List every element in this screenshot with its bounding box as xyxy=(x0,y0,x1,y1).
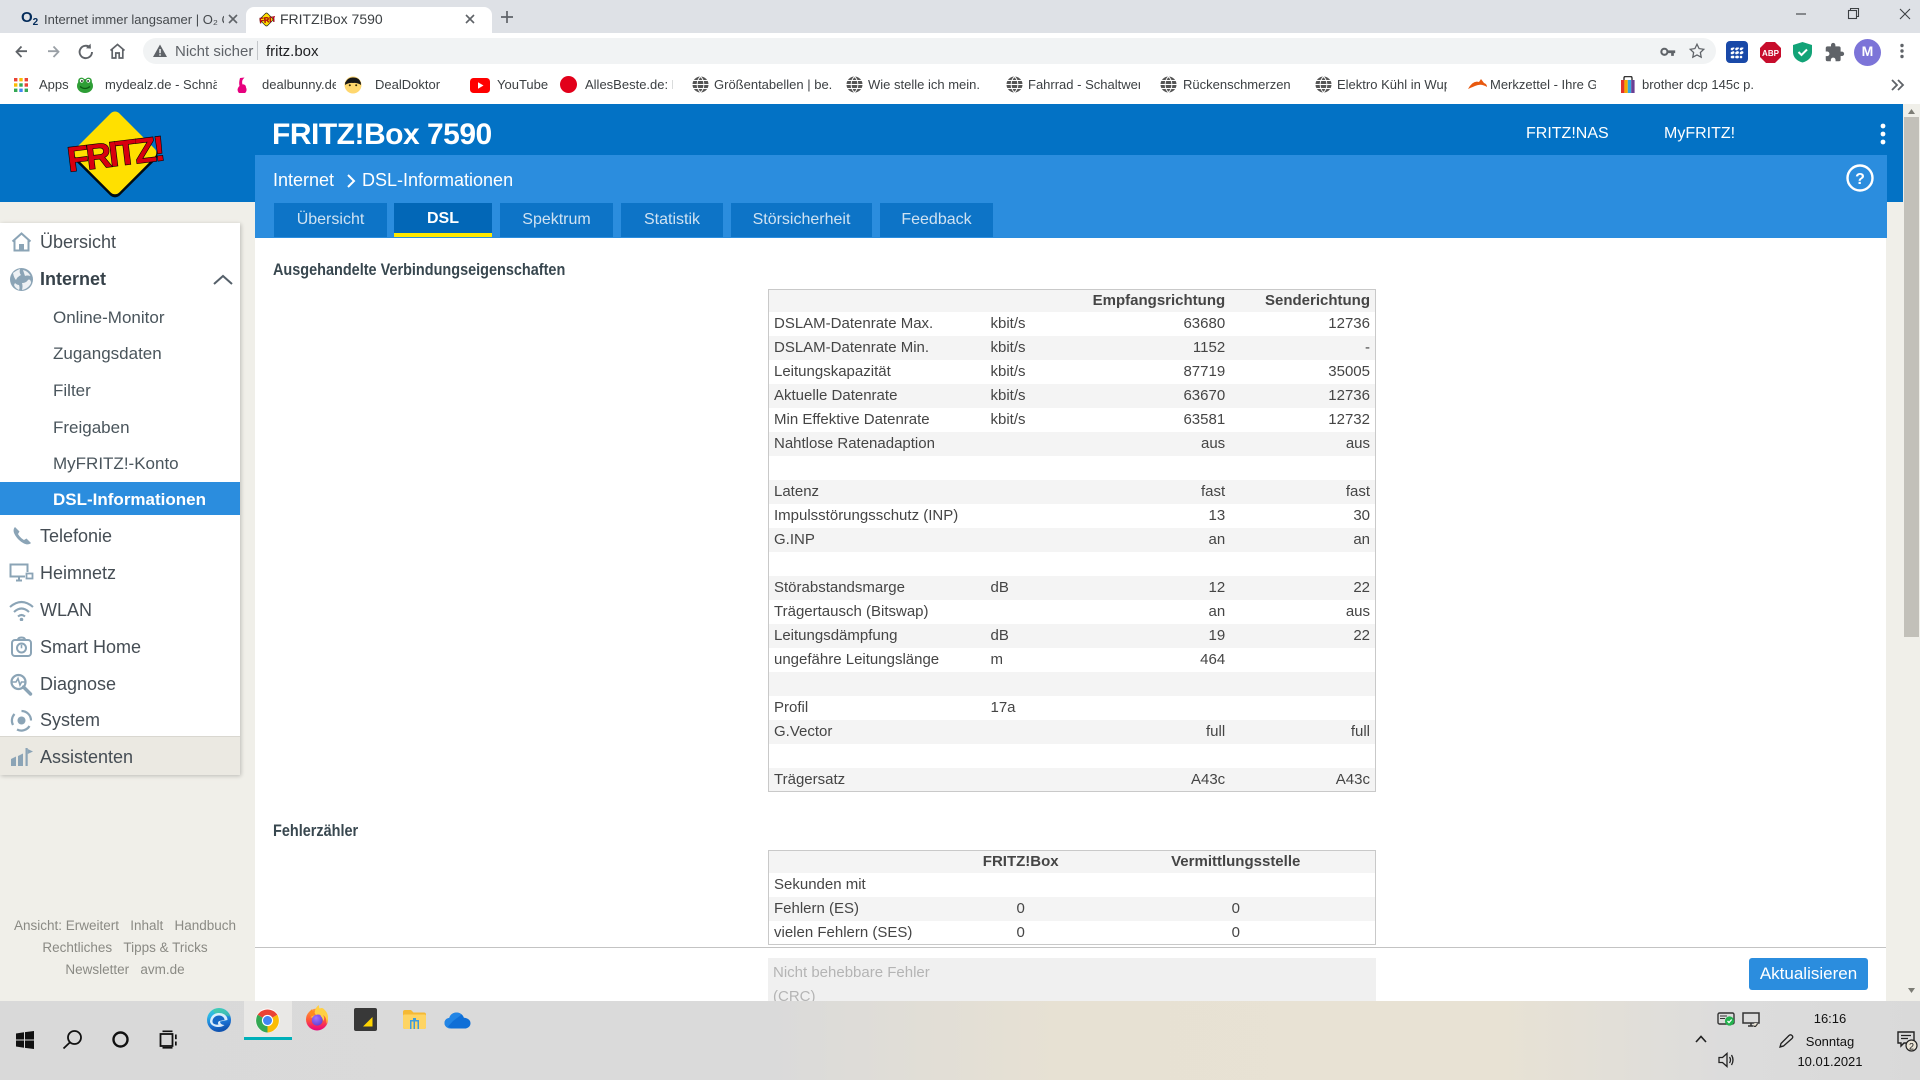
svg-text:2: 2 xyxy=(1909,1041,1914,1051)
svg-text:FRITZ!: FRITZ! xyxy=(259,14,275,25)
svg-text:FRITZ!: FRITZ! xyxy=(65,129,165,179)
svg-text:ABP: ABP xyxy=(1762,49,1780,58)
svg-text:?: ? xyxy=(1855,171,1865,188)
